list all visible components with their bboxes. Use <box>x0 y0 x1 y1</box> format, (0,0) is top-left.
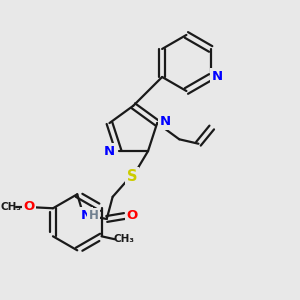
Text: N: N <box>160 115 171 128</box>
Text: CH₃: CH₃ <box>113 234 134 244</box>
Text: H: H <box>88 209 98 222</box>
Text: S: S <box>127 169 137 184</box>
Text: N: N <box>212 70 223 83</box>
Text: O: O <box>126 208 137 222</box>
Text: O: O <box>24 200 35 213</box>
Text: CH₃: CH₃ <box>1 202 22 212</box>
Text: N: N <box>80 209 92 222</box>
Text: N: N <box>104 145 115 158</box>
